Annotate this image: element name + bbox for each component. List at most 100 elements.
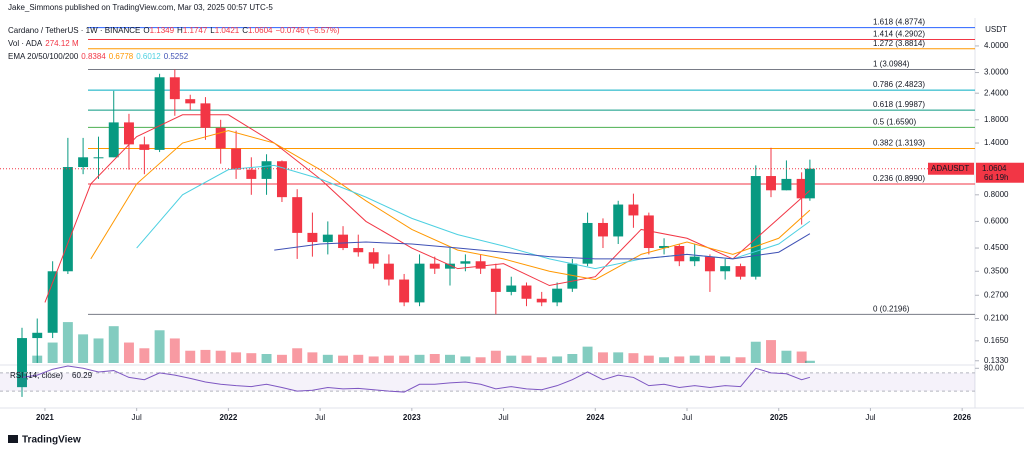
rsi-tick-label: 80.00 <box>984 363 1005 372</box>
ema-value: 0.8384 <box>81 52 106 61</box>
x-tick-label: 2025 <box>770 413 788 422</box>
volume-bar <box>108 326 119 363</box>
fib-label: 1.414 (4.2902) <box>873 30 925 39</box>
candle-body <box>414 263 425 303</box>
unit-label: USDT <box>985 25 1007 34</box>
candle-body <box>804 168 815 199</box>
volume-bar <box>536 357 547 363</box>
ohlc-value: 1.0604 <box>248 26 273 35</box>
volume-bar <box>567 354 578 363</box>
volume-bar <box>231 352 242 363</box>
candle-body <box>704 256 715 272</box>
volume-bar <box>185 350 196 363</box>
y-tick-label: 0.1330 <box>984 356 1009 365</box>
volume-bar <box>781 350 792 363</box>
candle-body <box>643 215 654 249</box>
ema-value: 0.6778 <box>108 52 134 61</box>
candle-body <box>154 77 165 150</box>
candle-body <box>32 332 43 339</box>
volume-bar <box>552 356 563 363</box>
candle-body <box>246 169 257 179</box>
volume-bar <box>338 355 349 363</box>
volume-label: Vol · ADA <box>8 39 43 48</box>
volume-bar <box>261 354 272 363</box>
candle-body <box>261 161 272 179</box>
x-tick-label: 2021 <box>36 413 54 422</box>
candle-body <box>47 271 58 333</box>
y-tick-label: 4.0000 <box>984 41 1009 50</box>
volume-bar <box>804 360 815 363</box>
rsi-label: RSI (14, close) <box>10 371 63 380</box>
x-tick-label: Jul <box>682 413 692 422</box>
volume-bar <box>628 353 639 363</box>
fib-label: 1 (3.0984) <box>873 60 910 69</box>
fib-label: 0.382 (1.3193) <box>873 139 925 148</box>
x-tick-label: Jul <box>315 413 325 422</box>
volume-bar <box>399 355 410 363</box>
candle-body <box>659 245 670 249</box>
volume-bar <box>139 348 150 363</box>
brand: TradingView <box>22 435 81 446</box>
volume-bar <box>643 355 654 363</box>
y-tick-label: 0.2100 <box>984 314 1009 323</box>
fib-label: 0 (0.2196) <box>873 304 910 313</box>
volume-bar <box>47 342 58 363</box>
candle-body <box>383 263 394 280</box>
candle-body <box>598 222 608 237</box>
volume-bar <box>246 353 257 363</box>
candle-body <box>231 148 242 170</box>
ohlc-key: O <box>143 26 150 35</box>
candle-body <box>674 245 685 262</box>
candle-body <box>613 204 624 237</box>
y-tick-label: 2.4000 <box>984 88 1009 97</box>
volume-bar <box>506 355 517 363</box>
countdown: 6d 19h <box>984 173 1008 182</box>
candle-body <box>93 157 104 159</box>
ohlc-value: 1.1747 <box>182 26 208 35</box>
ema-label: EMA 20/50/100/200 <box>8 52 79 61</box>
volume-bar <box>353 354 364 363</box>
volume-bar <box>322 354 333 363</box>
candle-body <box>292 197 303 233</box>
fib-label: 1.272 (3.8814) <box>873 39 925 48</box>
rsi-band <box>0 372 975 392</box>
volume-bar <box>735 357 746 363</box>
candle-body <box>276 161 287 198</box>
x-tick-label: Jul <box>132 413 142 422</box>
ema-legend: EMA 20/50/100/200 0.8384 0.6778 0.6012 0.525… <box>8 52 191 61</box>
candle-body <box>552 288 563 303</box>
volume-bar <box>154 330 165 363</box>
y-tick-label: 0.6000 <box>984 217 1009 226</box>
candle-body <box>628 204 639 216</box>
volume-bar <box>123 342 134 363</box>
volume-bar <box>796 351 807 363</box>
x-tick-label: 2026 <box>953 413 971 422</box>
candle-body <box>17 338 27 388</box>
candle-body <box>429 263 440 269</box>
volume-value: 274.12 M <box>45 39 79 48</box>
fib-label: 0.236 (0.8990) <box>873 174 925 183</box>
candle-body <box>536 298 547 303</box>
ohlc-item: H1.1747 <box>177 26 207 35</box>
candle-body <box>521 285 532 299</box>
rsi-line <box>21 365 811 393</box>
volume-bar <box>521 355 532 363</box>
volume-bar <box>659 357 670 363</box>
change: −0.0746 (−6.57%) <box>275 26 340 35</box>
ohlc-key: C <box>242 26 248 35</box>
y-tick-label: 0.1650 <box>984 336 1009 345</box>
volume-bar <box>200 349 211 363</box>
y-tick-label: 0.3500 <box>984 266 1009 275</box>
volume-bar <box>93 338 104 363</box>
candle-body <box>490 268 501 292</box>
candle-body <box>139 144 150 150</box>
volume-bar <box>460 356 471 363</box>
volume-bar <box>383 355 394 363</box>
y-tick-label: 0.8000 <box>984 190 1009 199</box>
y-tick-label: 1.4000 <box>984 138 1009 147</box>
volume-bar <box>445 354 455 363</box>
candle-body <box>215 127 226 149</box>
ohlc-value: 1.1349 <box>149 26 175 35</box>
y-tick-label: 3.0000 <box>984 68 1009 77</box>
